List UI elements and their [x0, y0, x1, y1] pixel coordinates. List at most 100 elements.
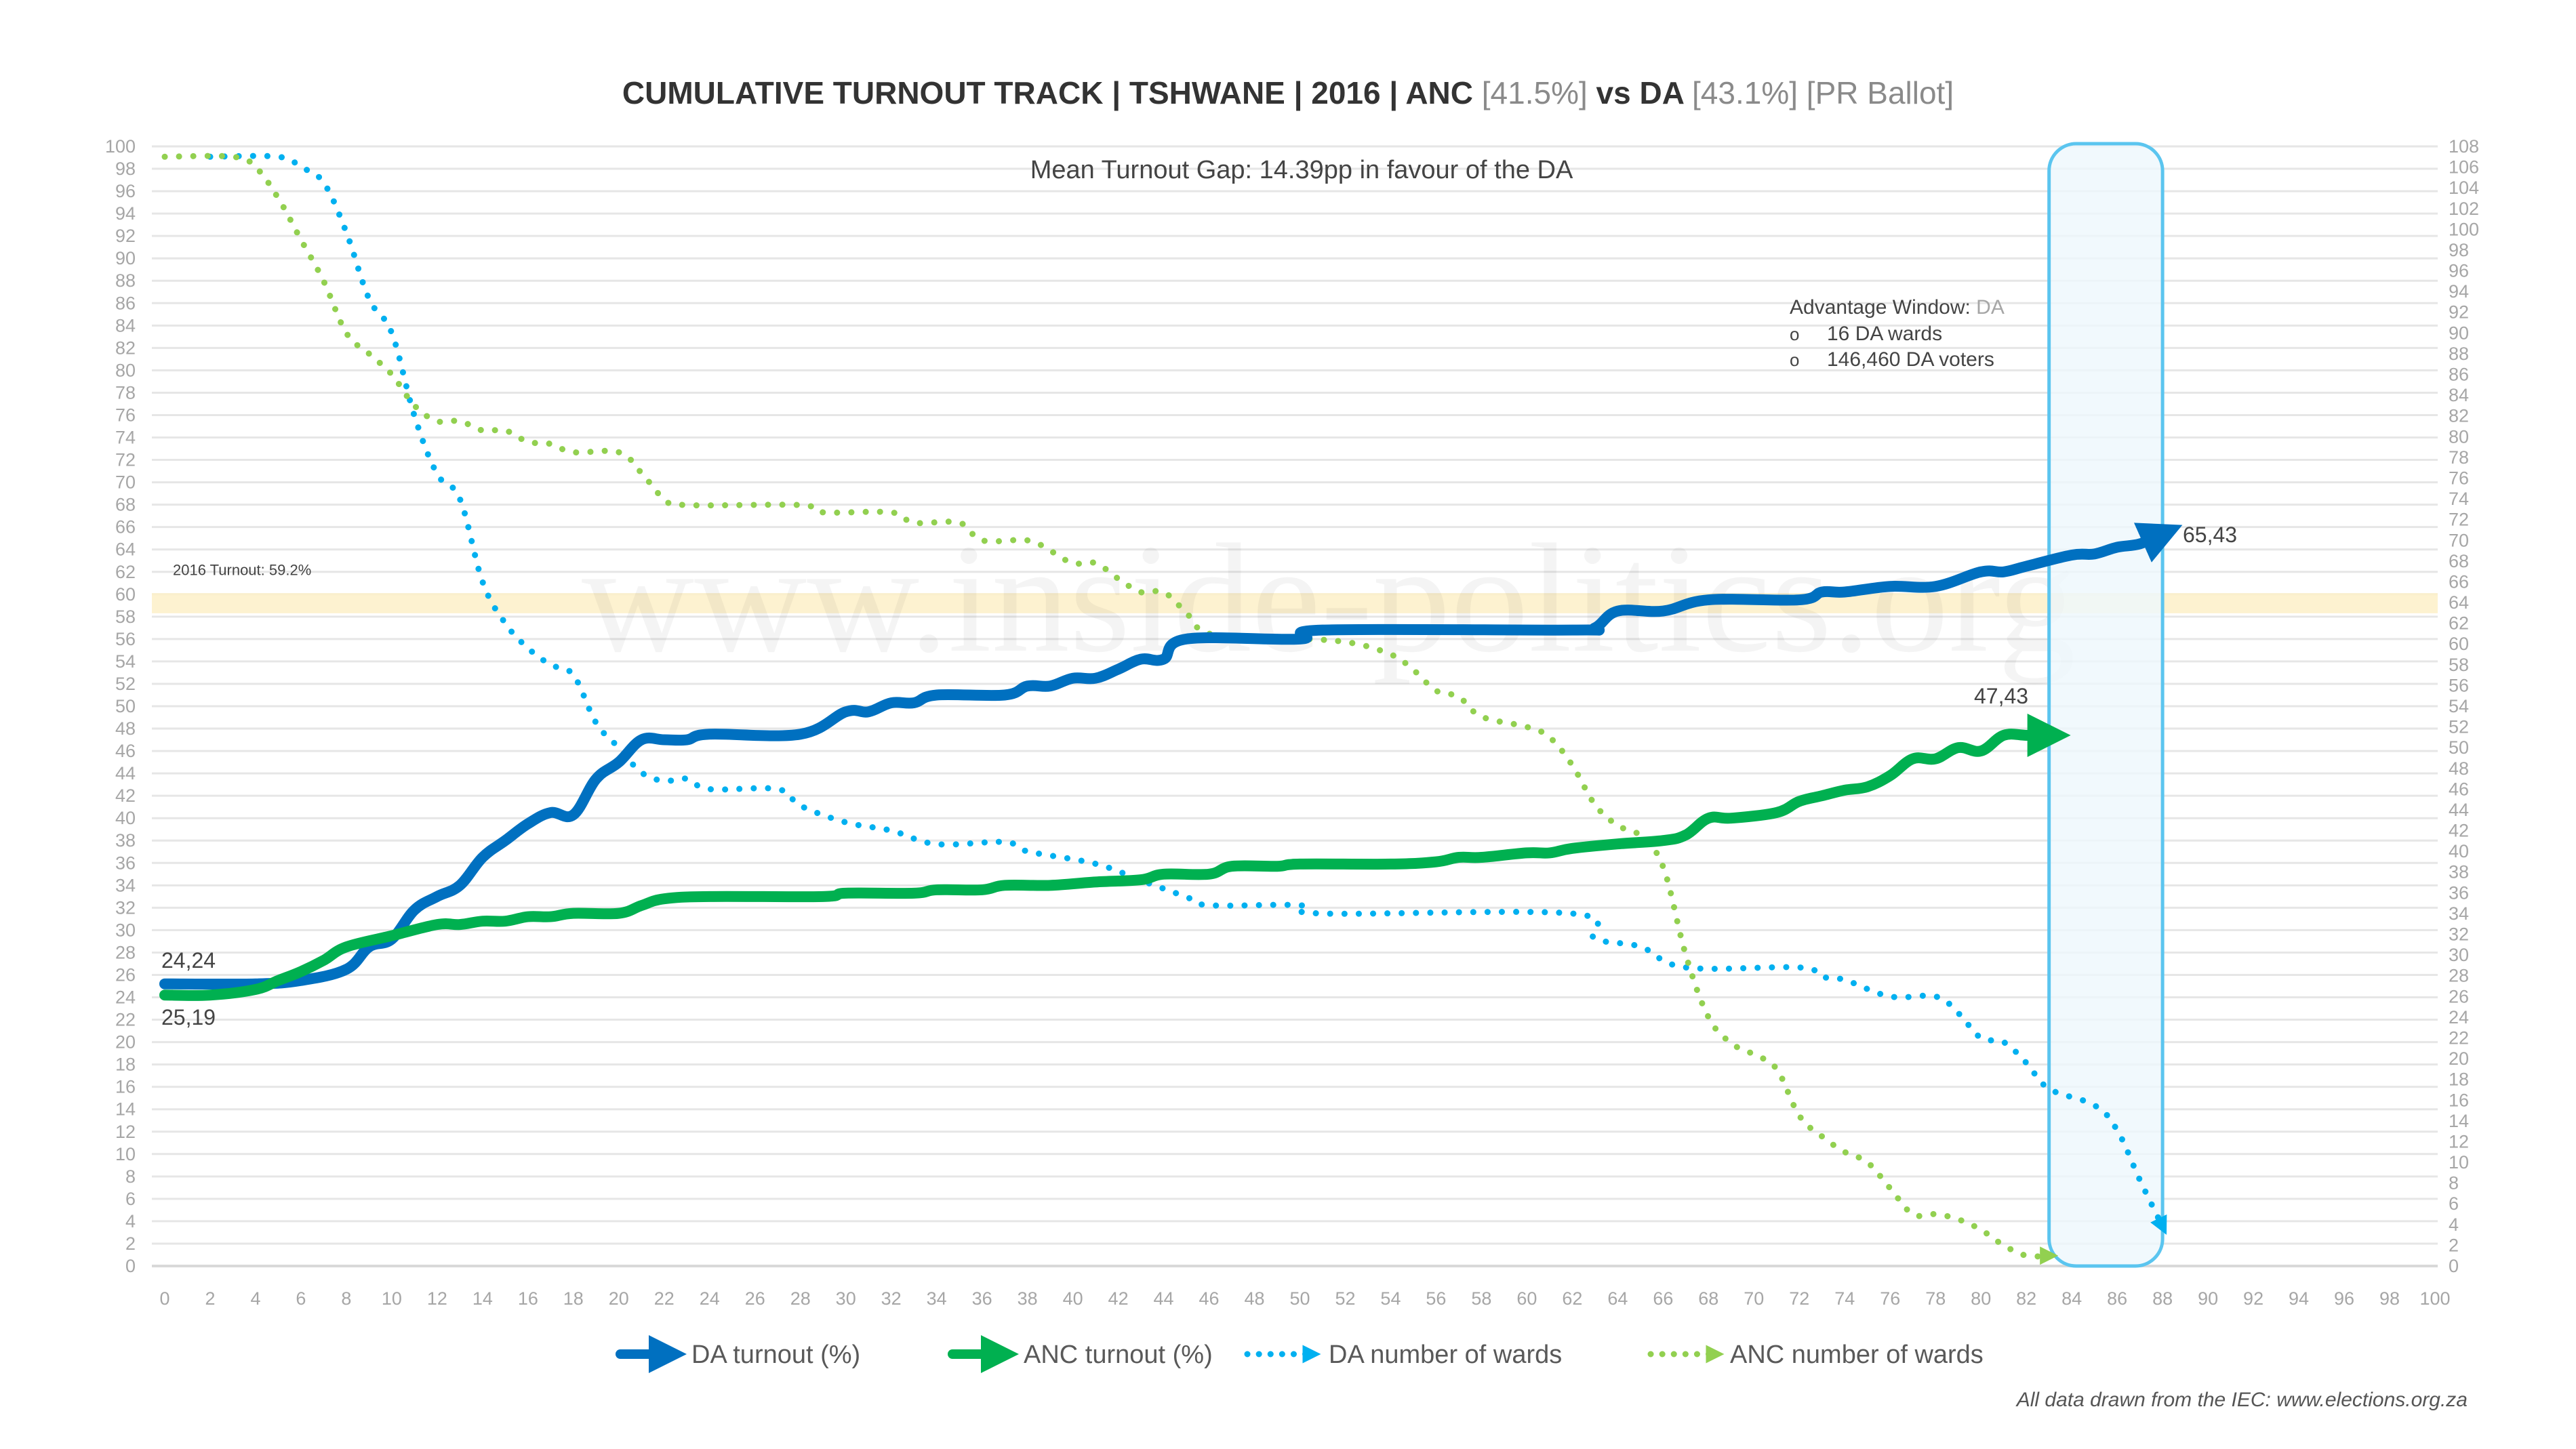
- x-tick-label: 72: [1789, 1288, 1809, 1309]
- y-right-tick-label: 2: [2449, 1235, 2459, 1255]
- x-tick-label: 52: [1335, 1288, 1355, 1309]
- y-right-tick-label: 68: [2449, 551, 2469, 571]
- y-left-tick-label: 64: [115, 539, 136, 560]
- y-left-tick-label: 84: [115, 315, 136, 335]
- x-tick-label: 80: [1971, 1288, 1991, 1309]
- x-tick-label: 10: [382, 1288, 402, 1309]
- y-right-tick-label: 20: [2449, 1048, 2469, 1069]
- y-right-tick-label: 82: [2449, 406, 2469, 426]
- legend-item-da-turnout[interactable]: DA turnout (%): [616, 1335, 860, 1373]
- y-right-tick-label: 94: [2449, 281, 2469, 302]
- y-left-tick-label: 36: [115, 853, 136, 873]
- legend: DA turnout (%) ANC turnout (%) DA number…: [616, 1335, 1984, 1373]
- legend-item-da-wards[interactable]: DA number of wards: [1244, 1341, 1562, 1369]
- x-tick-label: 96: [2334, 1288, 2354, 1309]
- anc-end-label: 47,43: [1974, 684, 2028, 708]
- da-turnout-line: [159, 523, 2183, 990]
- y-right-tick-label: 90: [2449, 323, 2469, 343]
- y-left-tick-label: 26: [115, 964, 136, 985]
- x-tick-label: 38: [1018, 1288, 1038, 1309]
- y-left-tick-label: 24: [115, 987, 136, 1008]
- y-left-tick-label: 10: [115, 1144, 136, 1164]
- x-tick-label: 44: [1154, 1288, 1174, 1309]
- y-right-tick-label: 10: [2449, 1152, 2469, 1172]
- y-left-tick-label: 44: [115, 763, 136, 783]
- x-tick-label: 76: [1880, 1288, 1900, 1309]
- y-right-tick-label: 52: [2449, 717, 2469, 737]
- y-left-tick-label: 70: [115, 472, 136, 493]
- legend-item-anc-wards[interactable]: ANC number of wards: [1647, 1341, 1984, 1369]
- x-tick-label: 14: [472, 1288, 493, 1309]
- y-right-tick-label: 50: [2449, 737, 2469, 758]
- y-left-tick-label: 34: [115, 875, 136, 895]
- x-tick-label: 48: [1244, 1288, 1264, 1309]
- y-right-tick-label: 36: [2449, 882, 2469, 903]
- x-tick-label: 86: [2107, 1288, 2127, 1309]
- y-right-tick-label: 76: [2449, 468, 2469, 488]
- y-left-tick-label: 56: [115, 629, 136, 649]
- x-tick-label: 12: [427, 1288, 447, 1309]
- x-tick-label: 26: [745, 1288, 765, 1309]
- y-right-tick-label: 92: [2449, 302, 2469, 323]
- legend-item-anc-turnout[interactable]: ANC turnout (%): [948, 1335, 1213, 1373]
- y-left-tick-label: 48: [115, 718, 136, 739]
- y-left-tick-label: 38: [115, 830, 136, 851]
- y-right-tick-label: 44: [2449, 800, 2469, 820]
- y-left-tick-label: 20: [115, 1032, 136, 1053]
- da-wards-line: [207, 152, 2167, 1236]
- y-left-tick-label: 86: [115, 293, 136, 313]
- y-right-tick-label: 72: [2449, 510, 2469, 530]
- y-left-tick-label: 2: [125, 1233, 136, 1254]
- legend-label-anc-wards: ANC number of wards: [1730, 1341, 1984, 1369]
- y-left-tick-label: 58: [115, 607, 136, 627]
- y-left-tick-label: 54: [115, 651, 136, 672]
- x-tick-label: 6: [296, 1288, 306, 1309]
- x-tick-label: 98: [2379, 1288, 2400, 1309]
- y-left-tick-label: 22: [115, 1010, 136, 1030]
- y-right-tick-label: 6: [2449, 1193, 2459, 1214]
- x-tick-label: 42: [1108, 1288, 1129, 1309]
- y-right-tick-label: 22: [2449, 1027, 2469, 1048]
- legend-label-da-turnout: DA turnout (%): [691, 1341, 860, 1369]
- x-tick-label: 56: [1426, 1288, 1446, 1309]
- y-right-tick-label: 46: [2449, 779, 2469, 799]
- y-right-tick-label: 26: [2449, 986, 2469, 1006]
- y-left-tick-label: 46: [115, 741, 136, 761]
- y-left-tick-label: 74: [115, 428, 136, 448]
- y-right-tick-label: 80: [2449, 426, 2469, 447]
- y-left-tick-label: 52: [115, 674, 136, 694]
- y-left-tick-label: 42: [115, 785, 136, 806]
- y-left-tick-label: 82: [115, 338, 136, 358]
- da-start-label: 25,19: [161, 1005, 216, 1029]
- y-right-tick-label: 32: [2449, 924, 2469, 945]
- y-right-tick-label: 8: [2449, 1173, 2459, 1193]
- reference-label: 2016 Turnout: 59.2%: [173, 562, 311, 579]
- x-tick-label: 92: [2243, 1288, 2263, 1309]
- x-tick-label: 70: [1744, 1288, 1764, 1309]
- y-left-tick-label: 16: [115, 1077, 136, 1097]
- y-left-tick-label: 6: [125, 1189, 136, 1209]
- y-right-tick-label: 38: [2449, 862, 2469, 882]
- anc-start-label: 24,24: [161, 948, 216, 973]
- x-tick-label: 62: [1562, 1288, 1582, 1309]
- x-tick-label: 34: [927, 1288, 947, 1309]
- x-tick-label: 18: [563, 1288, 584, 1309]
- y-right-tick-label: 60: [2449, 634, 2469, 654]
- mean-turnout-gap: Mean Turnout Gap: 14.39pp in favour of t…: [1030, 156, 1573, 184]
- y-right-tick-label: 24: [2449, 1007, 2469, 1027]
- x-tick-label: 60: [1516, 1288, 1537, 1309]
- x-tick-label: 74: [1834, 1288, 1855, 1309]
- y-right-tick-label: 64: [2449, 592, 2469, 613]
- x-tick-label: 46: [1199, 1288, 1220, 1309]
- y-right-tick-label: 40: [2449, 841, 2469, 861]
- y-right-tick-label: 42: [2449, 821, 2469, 841]
- y-left-tick-label: 72: [115, 450, 136, 470]
- y-right-tick-label: 74: [2449, 489, 2469, 509]
- y-right-tick-label: 0: [2449, 1256, 2459, 1276]
- series-layer: [159, 152, 2183, 1265]
- advantage-window-title: Advantage Window: DA: [1790, 296, 2005, 319]
- y-left-tick-label: 78: [115, 382, 136, 403]
- x-tick-label: 30: [836, 1288, 856, 1309]
- x-tick-label: 54: [1380, 1288, 1401, 1309]
- y-left-tick-label: 50: [115, 696, 136, 716]
